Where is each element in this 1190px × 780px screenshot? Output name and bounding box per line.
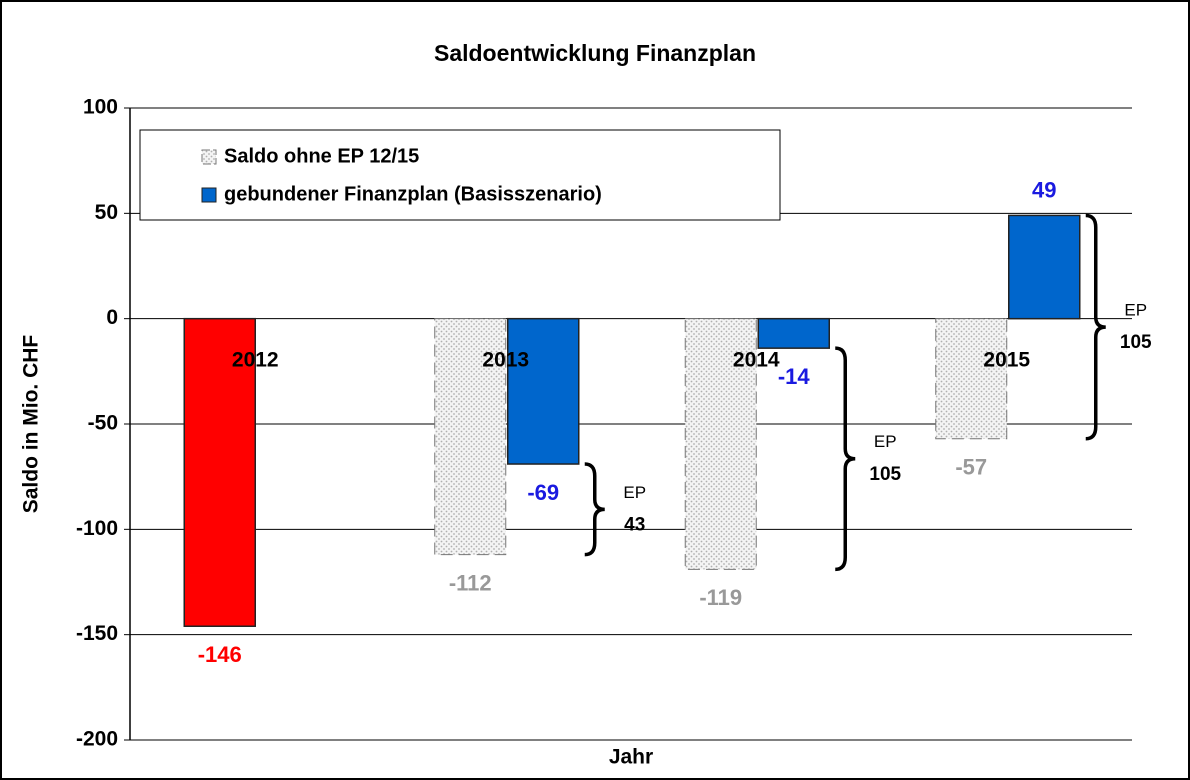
category-label: 2014 <box>733 348 780 371</box>
annotation-value: 43 <box>624 514 645 535</box>
y-tick-label: -100 <box>76 517 118 540</box>
bar <box>935 318 1008 440</box>
chart-title: Saldoentwicklung Finanzplan <box>434 40 756 66</box>
category-label: 2015 <box>983 348 1030 371</box>
value-label: -14 <box>778 364 811 389</box>
value-label: -146 <box>198 642 242 667</box>
value-label: -119 <box>699 585 742 610</box>
bar <box>434 318 507 556</box>
value-label: -112 <box>449 570 492 595</box>
legend-box <box>139 129 781 221</box>
bar <box>684 318 757 570</box>
y-axis-title: Saldo in Mio. CHF <box>20 335 43 514</box>
annotation-value: 105 <box>1120 332 1152 353</box>
y-tick-label: 0 <box>106 306 118 329</box>
legend-swatch <box>201 149 217 165</box>
y-tick-label: -50 <box>88 412 118 435</box>
bracket <box>1085 213 1106 441</box>
value-label: 49 <box>1032 177 1056 202</box>
annotation-value: 105 <box>869 464 901 485</box>
bar <box>507 317 580 465</box>
bracket <box>584 462 605 557</box>
annotation-label: EP <box>874 432 897 451</box>
value-label: -69 <box>527 480 559 505</box>
legend-swatch <box>201 187 217 203</box>
category-label: 2012 <box>232 348 279 371</box>
bar <box>183 317 256 627</box>
annotation-label: EP <box>1124 301 1147 320</box>
y-tick-label: 100 <box>83 96 118 119</box>
legend-label: gebundener Finanzplan (Basisszenario) <box>224 183 602 205</box>
legend-label: Saldo ohne EP 12/15 <box>224 145 419 167</box>
bracket <box>835 346 856 572</box>
x-axis-title: Jahr <box>609 746 653 769</box>
y-tick-label: 50 <box>95 201 118 224</box>
annotation-label: EP <box>623 483 646 502</box>
value-label: -57 <box>955 455 987 480</box>
bar <box>1008 214 1081 320</box>
category-label: 2013 <box>482 348 529 371</box>
y-tick-label: -200 <box>76 728 118 751</box>
bar <box>757 317 830 349</box>
y-tick-label: -150 <box>76 622 118 645</box>
